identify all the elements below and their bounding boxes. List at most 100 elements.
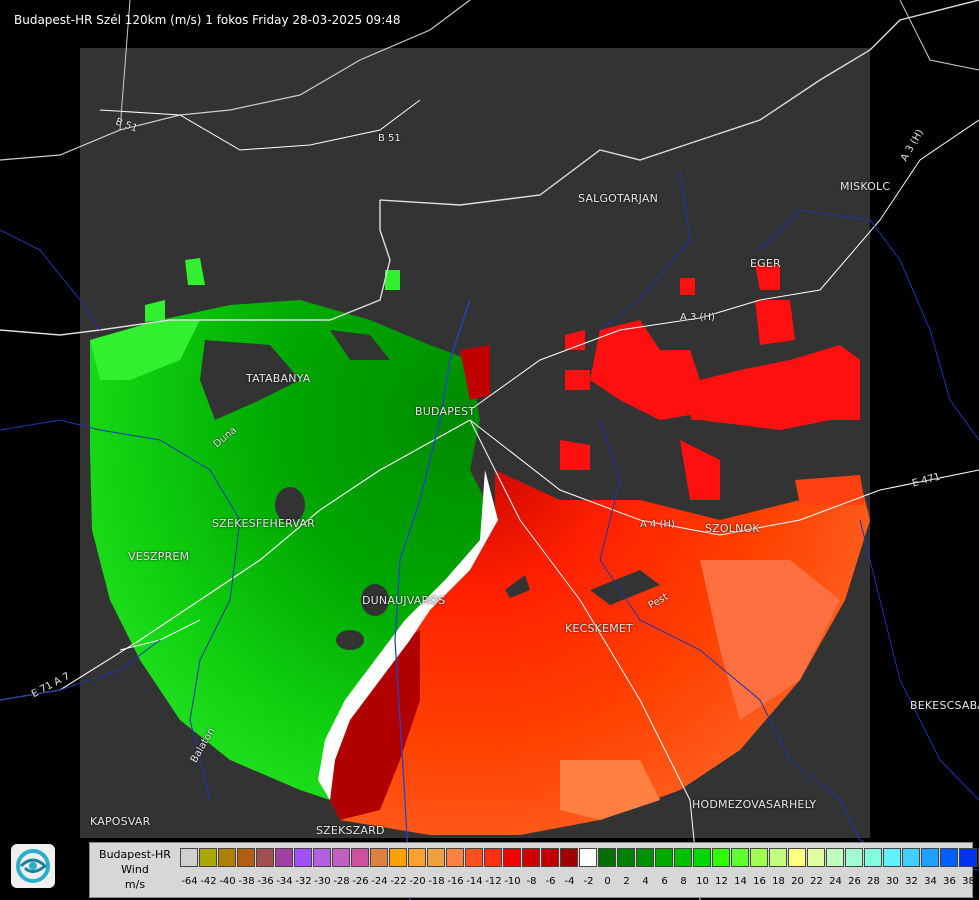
legend-swatch bbox=[256, 848, 274, 867]
legend-tick-label: -2 bbox=[583, 876, 594, 887]
place-kaposvar: KAPOSVAR bbox=[90, 815, 151, 828]
place-budapest: BUDAPEST bbox=[415, 405, 476, 418]
color-legend: Budapest-HR Wind m/s -64 -42 -40 -38 -36 -34-… bbox=[89, 842, 979, 898]
legend-tick-label: 20 bbox=[791, 876, 804, 887]
legend-station: Budapest-HR bbox=[99, 848, 171, 861]
legend-swatch bbox=[522, 848, 540, 867]
legend-swatches bbox=[180, 848, 979, 867]
legend-swatch bbox=[370, 848, 388, 867]
legend-swatch bbox=[218, 848, 236, 867]
legend-swatch bbox=[389, 848, 407, 867]
legend-swatch bbox=[674, 848, 692, 867]
legend-swatch bbox=[750, 848, 768, 867]
legend-swatch bbox=[807, 848, 825, 867]
legend-tick-label: 16 bbox=[753, 876, 766, 887]
legend-swatch bbox=[180, 848, 198, 867]
legend-tick-label: -24 bbox=[371, 876, 388, 887]
legend-swatch bbox=[826, 848, 844, 867]
legend-tick-label: -4 bbox=[564, 876, 575, 887]
legend-swatch bbox=[883, 848, 901, 867]
legend-swatch bbox=[921, 848, 939, 867]
legend-tick-label: 2 bbox=[623, 876, 630, 887]
legend-tick-label: -22 bbox=[390, 876, 407, 887]
legend-swatch bbox=[427, 848, 445, 867]
place-kecskemet: KECSKEMET bbox=[565, 622, 633, 635]
legend-tick-label: -18 bbox=[428, 876, 445, 887]
legend-swatch bbox=[940, 848, 958, 867]
legend-swatch bbox=[712, 848, 730, 867]
place-dunaujvaros: DUNAUJVAROS bbox=[362, 594, 446, 607]
legend-unit: m/s bbox=[124, 878, 146, 891]
legend-swatch bbox=[503, 848, 521, 867]
legend-tick-label: -8 bbox=[526, 876, 537, 887]
legend-swatch bbox=[332, 848, 350, 867]
place-veszprem: VESZPREM bbox=[128, 550, 190, 563]
legend-quantity: Wind bbox=[121, 863, 149, 876]
legend-tick-label: -10 bbox=[504, 876, 521, 887]
legend-swatch bbox=[693, 848, 711, 867]
legend-tick-label: 18 bbox=[772, 876, 785, 887]
legend-tick-label: -12 bbox=[485, 876, 502, 887]
legend-swatch bbox=[465, 848, 483, 867]
legend-tick-label: 26 bbox=[848, 876, 861, 887]
legend-swatch bbox=[959, 848, 977, 867]
legend-tick-label: -42 bbox=[200, 876, 217, 887]
legend-swatch bbox=[845, 848, 863, 867]
legend-tick-label: -30 bbox=[314, 876, 331, 887]
legend-swatch bbox=[598, 848, 616, 867]
legend-tick-label: -26 bbox=[352, 876, 369, 887]
legend-tick-label: 38 bbox=[962, 876, 975, 887]
legend-tick-label: 22 bbox=[810, 876, 823, 887]
legend-swatch bbox=[579, 848, 597, 867]
road-label-b51: B 51 bbox=[378, 133, 401, 144]
legend-tick-label: 24 bbox=[829, 876, 842, 887]
legend-swatch bbox=[313, 848, 331, 867]
legend-swatch bbox=[199, 848, 217, 867]
place-szekesfehervar: SZEKESFEHERVAR bbox=[212, 517, 315, 530]
legend-ticks: -64 -42 -40 -38 -36 -34 -32 -30 -28 -26 -24 -22 -20-… bbox=[180, 876, 979, 887]
legend-tick-label: 6 bbox=[661, 876, 668, 887]
legend-tick-label: -40 bbox=[219, 876, 236, 887]
place-szolnok: SZOLNOK bbox=[705, 522, 760, 535]
legend-swatch bbox=[655, 848, 673, 867]
legend-swatch bbox=[446, 848, 464, 867]
legend-tick-label: 34 bbox=[924, 876, 937, 887]
legend-tick-label: -6 bbox=[545, 876, 556, 887]
legend-swatch bbox=[731, 848, 749, 867]
legend-tick-label: -32 bbox=[295, 876, 312, 887]
legend-tick-label: 28 bbox=[867, 876, 880, 887]
place-szekszard: SZEKSZARD bbox=[316, 824, 385, 837]
legend-tick-label: -16 bbox=[447, 876, 464, 887]
legend-tick-label: -64 bbox=[181, 876, 198, 887]
legend-tick-label: 36 bbox=[943, 876, 956, 887]
legend-swatch bbox=[617, 848, 635, 867]
legend-tick-label: -36 bbox=[257, 876, 274, 887]
legend-swatch bbox=[351, 848, 369, 867]
legend-tick-label: 14 bbox=[734, 876, 747, 887]
legend-tick-label: 10 bbox=[696, 876, 709, 887]
legend-swatch bbox=[541, 848, 559, 867]
legend-swatch bbox=[769, 848, 787, 867]
legend-tick-label: -14 bbox=[466, 876, 483, 887]
legend-swatch bbox=[275, 848, 293, 867]
road-label-a4: A 4 (H) bbox=[640, 519, 675, 530]
legend-tick-label: 30 bbox=[886, 876, 899, 887]
legend-tick-label: 0 bbox=[604, 876, 611, 887]
legend-swatch bbox=[294, 848, 312, 867]
legend-tick-label: 12 bbox=[715, 876, 728, 887]
road-label-a3: A 3 (H) bbox=[680, 312, 715, 323]
legend-tick-label: 4 bbox=[642, 876, 649, 887]
place-salgotarjan: SALGOTARJAN bbox=[578, 192, 659, 205]
place-hodmezovasarhely: HODMEZOVASARHELY bbox=[692, 798, 817, 811]
legend-tick-label: 32 bbox=[905, 876, 918, 887]
omsz-logo bbox=[11, 844, 55, 888]
legend-tick-label: -34 bbox=[276, 876, 293, 887]
legend-swatch bbox=[902, 848, 920, 867]
legend-tick-label: -38 bbox=[238, 876, 255, 887]
legend-swatch bbox=[408, 848, 426, 867]
legend-tick-label: -28 bbox=[333, 876, 350, 887]
legend-swatch bbox=[237, 848, 255, 867]
legend-header: Budapest-HR Wind m/s bbox=[90, 843, 180, 897]
place-miskolc: MISKOLC bbox=[840, 180, 891, 193]
